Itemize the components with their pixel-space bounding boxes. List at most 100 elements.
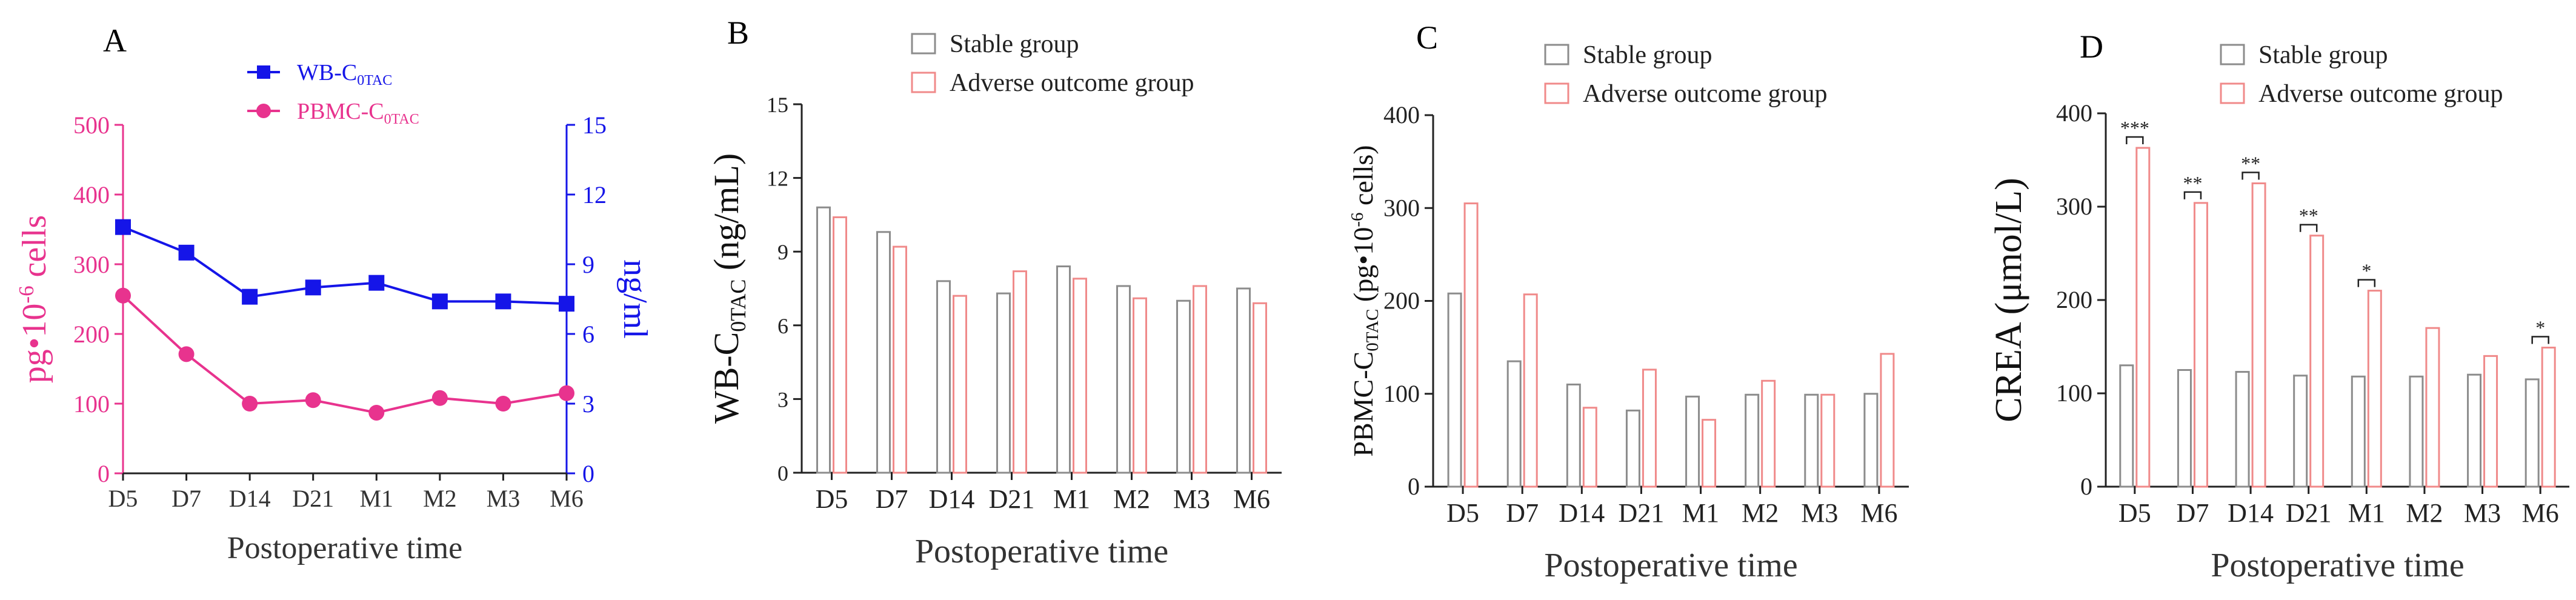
x-tick-label: M6	[550, 485, 584, 512]
left-tick-label: 500	[73, 112, 110, 139]
data-point-wb	[242, 288, 258, 305]
panel-c-bar-chart: 0 100 200 300 400 D5 D7 D14 D21 M1 M2 M3 M6 Postopera…	[1348, 41, 1909, 584]
x-tick-label: D7	[1506, 498, 1539, 528]
x-tick-label: D7	[876, 484, 908, 514]
bar-adverse	[893, 245, 907, 474]
left-tick-label: 300	[73, 251, 110, 278]
x-tick-label: D21	[1619, 498, 1665, 528]
x-tick-label: D7	[171, 485, 201, 512]
x-axis-title: Postoperative time	[915, 533, 1168, 570]
legend-swatch-adverse	[2220, 82, 2245, 104]
panel-label-a: A	[103, 22, 127, 59]
data-point-wb	[559, 296, 574, 312]
left-tick-label: 100	[73, 390, 110, 418]
x-tick-label: D21	[292, 485, 334, 512]
bar-adverse	[2309, 235, 2325, 488]
data-point-pbmc	[115, 287, 131, 304]
bar-stable	[1447, 292, 1462, 488]
y-axis-title: CREA (μmol/L)	[1988, 178, 2029, 422]
y-tick-label: 100	[2056, 379, 2092, 407]
right-tick-label: 12	[582, 181, 607, 208]
bar-adverse	[1463, 202, 1479, 488]
bar-stable	[1685, 395, 1700, 488]
left-axis-title-part: cells	[16, 215, 53, 286]
significance-bracket	[2183, 191, 2202, 199]
bar-adverse	[1133, 297, 1147, 474]
left-tick-label: 200	[73, 321, 110, 348]
y-axis-title-part: (pg•10	[1348, 227, 1379, 309]
right-tick-label: 0	[582, 460, 594, 487]
x-tick-label: M1	[1053, 484, 1090, 514]
x-tick-label: M2	[423, 485, 457, 512]
legend-label-pbmc-part: 0TAC	[384, 112, 419, 127]
legend-swatch-stable	[911, 33, 936, 55]
left-tick-label: 400	[73, 181, 110, 208]
bar-adverse	[1880, 353, 1895, 488]
right-tick-label: 9	[582, 251, 594, 278]
y-axis-title-part: PBMC-C	[1348, 352, 1379, 457]
legend: Stable group Adverse outcome group	[911, 30, 1194, 97]
legend-marker-pbmc	[256, 104, 271, 118]
left-axis-title-part: -6	[15, 285, 38, 303]
bar-stable	[2119, 364, 2134, 488]
bar-adverse	[953, 295, 967, 474]
bar-stable	[1236, 287, 1251, 474]
significance-stars: **	[2241, 153, 2260, 175]
significance-bracket	[2299, 224, 2318, 232]
significance-bracket	[2242, 172, 2260, 180]
panel-b-bar-chart: 0 3 6 9 12 15 D5 D7 D14 D21 M1 M2 M3 M6 Postoperative …	[707, 30, 1282, 570]
left-tick-label: 0	[98, 460, 110, 487]
significance-bracket	[2531, 336, 2549, 344]
bar-adverse	[1523, 293, 1538, 488]
x-tick-label: D5	[1446, 498, 1479, 528]
y-axis-title-part: 0TAC	[726, 279, 750, 332]
legend: Stable group Adverse outcome group	[2220, 41, 2503, 108]
x-tick-label: M2	[2406, 498, 2443, 528]
bar-stable	[2293, 375, 2308, 488]
x-tick-label: M6	[1860, 498, 1897, 528]
bar-stable	[1804, 393, 1819, 488]
x-tick-label: M2	[1113, 484, 1150, 514]
y-tick-label: 0	[1408, 473, 1420, 500]
y-axis-title: PBMC-C0TAC (pg•10-6 cells)	[1348, 145, 1382, 456]
legend-label-stable: Stable group	[1583, 41, 1712, 69]
right-tick-label: 15	[582, 112, 607, 139]
bar-adverse	[1073, 278, 1087, 474]
x-tick-label: D14	[929, 484, 975, 514]
x-tick-label: D5	[108, 485, 138, 512]
x-tick-label: M3	[1801, 498, 1838, 528]
y-tick-label: 200	[2056, 286, 2092, 313]
y-tick-label: 12	[767, 167, 788, 191]
significance-stars: ***	[2120, 117, 2149, 139]
legend-label-stable: Stable group	[2258, 41, 2388, 69]
legend-swatch-stable	[1544, 44, 1569, 65]
bar-adverse	[1582, 407, 1597, 488]
significance-stars: *	[2361, 260, 2371, 282]
bar-stable	[1056, 265, 1071, 474]
y-tick-label: 100	[1383, 380, 1420, 407]
significance-stars: **	[2183, 172, 2202, 194]
bar-stable	[816, 206, 831, 474]
panel-label-c: C	[1416, 19, 1438, 56]
x-tick-label: D14	[2228, 498, 2274, 528]
bar-stable	[2235, 371, 2250, 488]
bar-stable	[876, 231, 891, 474]
data-point-pbmc	[305, 392, 321, 408]
x-tick-label: D5	[816, 484, 848, 514]
bar-stable	[1566, 383, 1581, 488]
bar-adverse	[2541, 347, 2556, 488]
legend: Stable group Adverse outcome group	[1544, 41, 1828, 108]
panel-a-line-chart: 0 100 200 300 400 500 0 3 6 9 12 15 D5 D7 D14 D21 M1 M2 M3…	[15, 60, 654, 565]
bar-adverse	[1702, 419, 1717, 488]
significance-bracket	[2126, 136, 2144, 144]
x-tick-label: D21	[989, 484, 1035, 514]
y-axis-title-part: (ng/mL)	[707, 153, 746, 279]
bar-stable	[1506, 360, 1522, 488]
panel-label-b: B	[727, 15, 749, 51]
bar-adverse	[1642, 368, 1657, 488]
y-tick-label: 400	[2056, 99, 2092, 127]
legend-label-adverse: Adverse outcome group	[1583, 80, 1828, 108]
panel-label-d: D	[2080, 28, 2103, 65]
data-point-pbmc	[495, 396, 511, 412]
